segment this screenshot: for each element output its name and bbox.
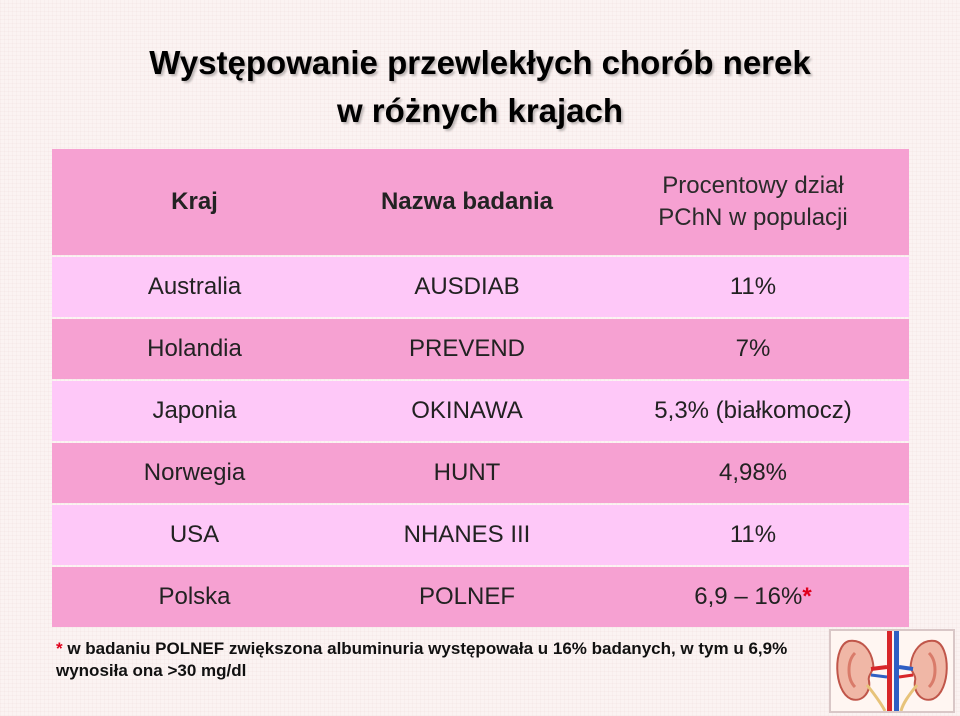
cell-study: PREVEND xyxy=(337,319,597,379)
cell-country: Holandia xyxy=(52,319,337,379)
slide-title-line1: Występowanie przewlekłych chorób nerek xyxy=(149,44,811,81)
cell-study: HUNT xyxy=(337,443,597,503)
kidney-illustration-icon xyxy=(829,629,955,713)
footnote-text: w badaniu POLNEF zwiększona albuminuria … xyxy=(56,639,788,680)
cell-study: AUSDIAB xyxy=(337,257,597,317)
table-row: Australia AUSDIAB 11% xyxy=(52,257,909,317)
table-row: Japonia OKINAWA 5,3% (białkomocz) xyxy=(52,381,909,441)
cell-country: USA xyxy=(52,505,337,565)
footnote: * w badaniu POLNEF zwiększona albuminuri… xyxy=(56,638,816,682)
asterisk-marker: * xyxy=(802,583,812,610)
cell-percent: 4,98% xyxy=(597,443,909,503)
cell-study: NHANES III xyxy=(337,505,597,565)
header-percent-line2: PChN w populacji xyxy=(658,204,848,231)
cell-percent: 5,3% (białkomocz) xyxy=(597,381,909,441)
header-percent-line1: Procentowy dział xyxy=(662,172,844,199)
cell-study: OKINAWA xyxy=(337,381,597,441)
cell-percent: 11% xyxy=(597,505,909,565)
cell-percent: 11% xyxy=(597,257,909,317)
slide-title-line2: w różnych krajach xyxy=(336,92,624,129)
table-row: Holandia PREVEND 7% xyxy=(52,319,909,379)
table-row: Norwegia HUNT 4,98% xyxy=(52,443,909,503)
cell-country: Australia xyxy=(52,257,337,317)
cell-country: Norwegia xyxy=(52,443,337,503)
cell-country: Japonia xyxy=(52,381,337,441)
footnote-marker: * xyxy=(56,639,63,658)
cell-study: POLNEF xyxy=(337,567,597,627)
table-row: USA NHANES III 11% xyxy=(52,505,909,565)
header-percent: Procentowy dział PChN w populacji xyxy=(597,149,909,255)
table-row: Polska POLNEF 6,9 – 16%* xyxy=(52,567,909,627)
cell-country: Polska xyxy=(52,567,337,627)
cell-percent: 6,9 – 16%* xyxy=(597,567,909,627)
percent-value: 6,9 – 16% xyxy=(694,583,803,610)
header-study: Nazwa badania xyxy=(337,149,597,255)
header-country: Kraj xyxy=(52,149,337,255)
prevalence-table: Kraj Nazwa badania Procentowy dział PChN… xyxy=(52,147,909,629)
table-header-row: Kraj Nazwa badania Procentowy dział PChN… xyxy=(52,149,909,255)
cell-percent: 7% xyxy=(597,319,909,379)
